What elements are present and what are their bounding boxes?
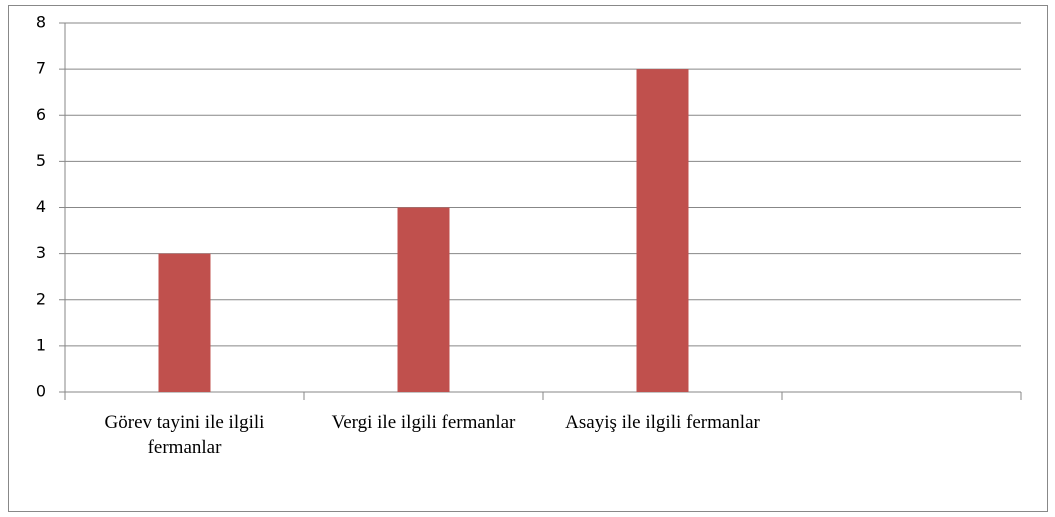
bar <box>158 253 211 392</box>
y-tick-label: 8 <box>36 13 46 32</box>
y-tick-label: 4 <box>36 197 46 216</box>
bar <box>397 207 450 392</box>
x-tick-label: Vergi ile ilgili fermanlar <box>331 412 516 433</box>
y-tick-label: 2 <box>36 289 46 308</box>
y-tick-label: 6 <box>36 105 46 124</box>
x-tick-label: Görev tayini ile ilgili fermanlar <box>104 412 265 458</box>
y-tick-label: 5 <box>36 151 46 170</box>
bar <box>636 69 689 392</box>
y-tick-label: 7 <box>36 59 46 78</box>
y-tick-label: 0 <box>36 382 46 401</box>
y-tick-label: 1 <box>36 335 46 354</box>
x-tick-label: Asayiş ile ilgili fermanlar <box>565 412 760 433</box>
chart-border <box>8 5 1048 512</box>
y-tick-label: 3 <box>36 243 46 262</box>
